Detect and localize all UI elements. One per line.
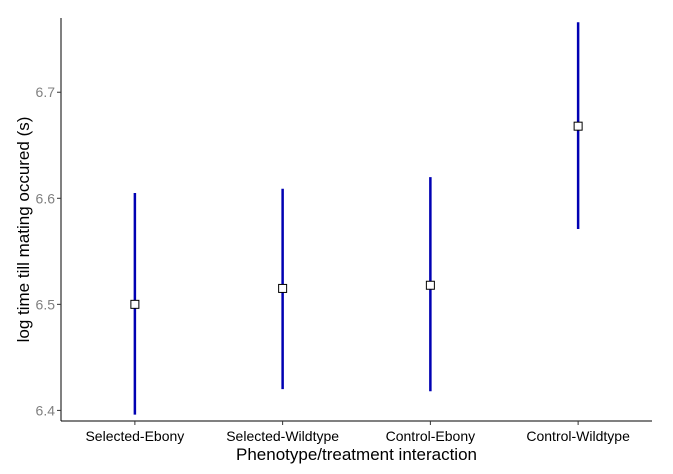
mean-point	[130, 299, 140, 309]
y-tick-label: 6.7	[36, 84, 56, 100]
x-tick-label: Control-Wildtype	[526, 428, 630, 444]
mean-point	[278, 283, 288, 293]
y-axis-title: log time till mating occured (s)	[14, 117, 33, 343]
y-ticks: 6.4 6.5 6.6 6.7	[36, 84, 61, 418]
x-tick-label: Selected-Wildtype	[226, 428, 339, 444]
y-tick-label: 6.5	[36, 296, 56, 312]
x-ticks: Selected-Ebony Selected-Wildtype Control-E…	[85, 421, 630, 444]
y-tick-label: 6.6	[36, 190, 56, 206]
mean-point	[573, 121, 583, 131]
plot-layer	[130, 22, 583, 415]
y-tick-label: 6.4	[36, 402, 56, 418]
x-axis-title: Phenotype/treatment interaction	[236, 445, 477, 464]
x-tick-label: Control-Ebony	[386, 428, 476, 444]
mean-point	[425, 280, 435, 290]
x-tick-label: Selected-Ebony	[85, 428, 184, 444]
